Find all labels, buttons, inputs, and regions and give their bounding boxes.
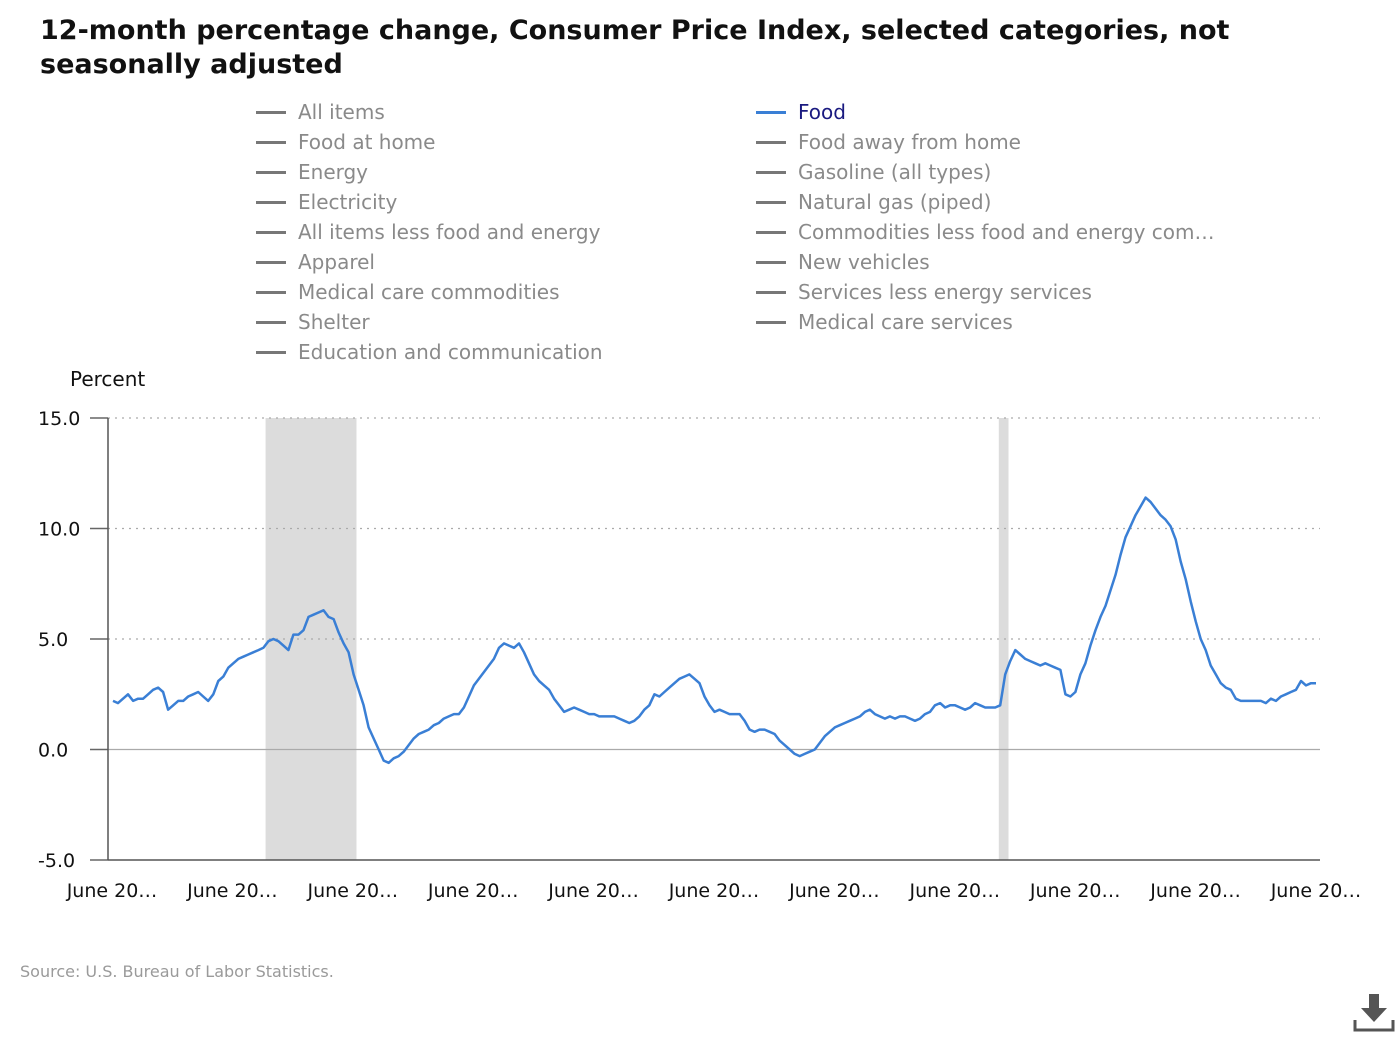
legend-swatch	[756, 140, 786, 144]
x-tick-label: June 20…	[788, 880, 880, 902]
x-tick-label: June 20…	[1029, 880, 1121, 902]
legend-label: All items less food and energy	[298, 220, 601, 244]
legend-item[interactable]: Services less energy services	[756, 277, 1092, 307]
legend-label: Commodities less food and energy com…	[798, 220, 1215, 244]
legend: All items Food at home Energy Electricity Al…	[0, 0, 1400, 380]
y-tick-label: 5.0	[38, 629, 68, 651]
line-chart: 15.0 10.0 5.0 0.0 -5.0 June 20… June 20… June 2…	[38, 408, 1362, 902]
legend-item[interactable]: Electricity	[256, 187, 397, 217]
legend-swatch	[756, 110, 786, 114]
legend-item[interactable]: Food	[756, 97, 846, 127]
legend-item[interactable]: Commodities less food and energy com…	[756, 217, 1215, 247]
legend-label: Services less energy services	[798, 280, 1092, 304]
legend-item[interactable]: Food at home	[256, 127, 435, 157]
legend-swatch	[756, 320, 786, 324]
legend-item[interactable]: New vehicles	[756, 247, 930, 277]
legend-label: Electricity	[298, 190, 398, 214]
x-tick-label: June 20…	[186, 880, 278, 902]
legend-label: Food at home	[298, 130, 436, 154]
legend-item[interactable]: Energy	[256, 157, 368, 187]
legend-item[interactable]: Gasoline (all types)	[756, 157, 991, 187]
legend-item[interactable]: Natural gas (piped)	[756, 187, 991, 217]
download-icon	[1353, 994, 1395, 1032]
legend-label: Energy	[298, 160, 369, 184]
legend-label: Apparel	[298, 250, 375, 274]
x-tick-label: June 20…	[1270, 880, 1362, 902]
legend-swatch	[756, 200, 786, 204]
legend-swatch	[756, 170, 786, 174]
chart-title: 12-month percentage change, Consumer Pri…	[40, 15, 1230, 80]
legend-swatch	[256, 260, 286, 264]
x-tick-label: June 20…	[307, 880, 399, 902]
legend-label: New vehicles	[798, 250, 930, 274]
legend-swatch	[256, 320, 286, 324]
legend-label: Medical care commodities	[298, 280, 560, 304]
y-tick-label: 15.0	[38, 408, 80, 430]
legend-swatch	[256, 140, 286, 144]
legend-swatch	[256, 230, 286, 234]
legend-swatch	[256, 110, 286, 114]
y-axis-label: Percent	[70, 367, 146, 391]
legend-swatch	[756, 230, 786, 234]
x-tick-label: June 20…	[909, 880, 1001, 902]
legend-swatch	[756, 260, 786, 264]
legend-item[interactable]: Medical care services	[756, 307, 1013, 337]
x-tick-label: June 20…	[1149, 880, 1241, 902]
legend-label: Education and communication	[298, 340, 603, 364]
legend-item[interactable]: Medical care commodities	[256, 277, 559, 307]
x-tick-label: June 20…	[547, 880, 639, 902]
legend-item[interactable]: Education and communication	[256, 337, 603, 367]
source-note: Source: U.S. Bureau of Labor Statistics.	[20, 962, 334, 981]
download-button[interactable]	[1352, 990, 1396, 1034]
legend-label: Food away from home	[798, 130, 1021, 154]
legend-swatch	[256, 200, 286, 204]
legend-label: Food	[798, 100, 846, 124]
legend-swatch	[756, 290, 786, 294]
legend-label: Shelter	[298, 310, 370, 334]
legend-label: Gasoline (all types)	[798, 160, 992, 184]
legend-swatch	[256, 290, 286, 294]
x-tick-label: June 20…	[66, 880, 158, 902]
legend-item[interactable]: Shelter	[256, 307, 370, 337]
legend-label: Medical care services	[798, 310, 1013, 334]
legend-item[interactable]: All items less food and energy	[256, 217, 600, 247]
legend-item[interactable]: Food away from home	[756, 127, 1021, 157]
legend-label: Natural gas (piped)	[798, 190, 992, 214]
legend-label: All items	[298, 100, 385, 124]
y-tick-label: -5.0	[38, 850, 75, 872]
y-tick-label: 0.0	[38, 740, 68, 762]
legend-item[interactable]: All items	[256, 97, 385, 127]
legend-swatch	[256, 350, 286, 354]
recession-band	[998, 418, 1009, 860]
y-tick-label: 10.0	[38, 519, 80, 541]
legend-swatch	[256, 170, 286, 174]
x-tick-label: June 20…	[427, 880, 519, 902]
legend-item[interactable]: Apparel	[256, 247, 375, 277]
series-line-food	[112, 496, 1316, 765]
x-tick-label: June 20…	[668, 880, 760, 902]
